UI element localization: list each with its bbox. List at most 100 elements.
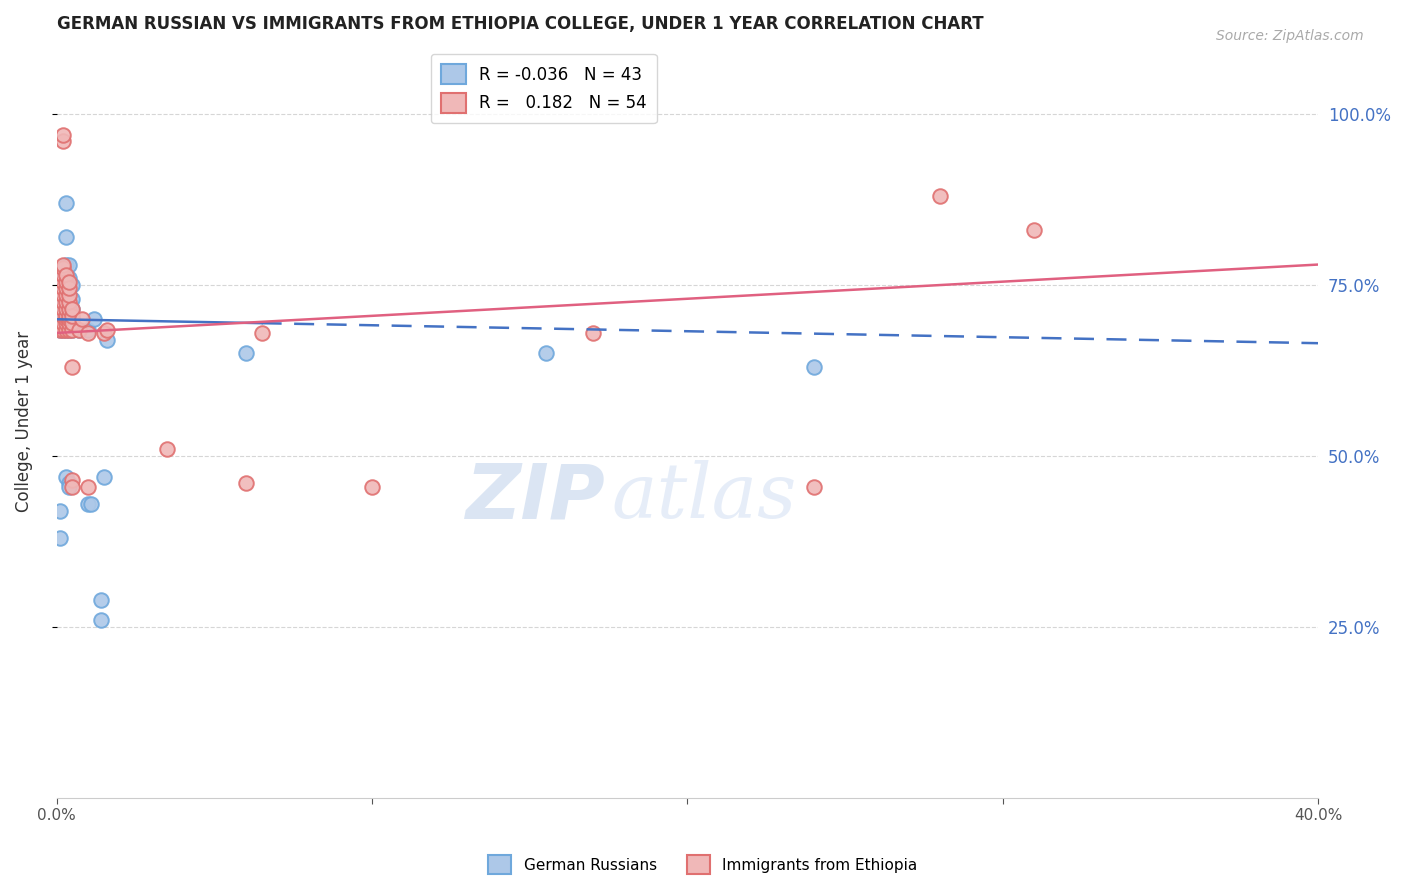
Point (52, 305, 75, 319)
Point (55, 196, 77, 211)
Point (55, 275, 77, 289)
Point (55, 288, 77, 302)
Point (58, 322, 80, 336)
Point (90, 592, 112, 607)
Text: atlas: atlas (612, 460, 797, 534)
Point (1024, 223, 1046, 237)
Point (55, 268, 77, 282)
Point (58, 480, 80, 494)
Point (55, 305, 77, 319)
Point (60, 309, 83, 323)
Point (55, 309, 77, 323)
Point (58, 319, 80, 334)
Point (235, 346, 257, 360)
Point (235, 476, 257, 491)
Point (60, 322, 83, 336)
Point (55, 316, 77, 330)
Point (52, 288, 75, 302)
Legend: German Russians, Immigrants from Ethiopia: German Russians, Immigrants from Ethiopi… (482, 849, 924, 880)
Point (60, 301, 83, 316)
Point (534, 346, 557, 360)
Point (52, 316, 75, 330)
Point (52, 316, 75, 330)
Point (52, 299, 75, 313)
Point (58, 258, 80, 272)
Point (52, 264, 75, 278)
Point (250, 326, 273, 340)
Point (55, 312, 77, 326)
Point (55, 309, 77, 323)
Point (58, 299, 80, 313)
Point (60, 322, 83, 336)
Point (55, 271, 77, 285)
Point (60, 316, 83, 330)
Point (55, 322, 77, 336)
Point (55, 469, 77, 483)
Point (60, 473, 83, 487)
Point (60, 292, 83, 306)
Point (58, 476, 80, 491)
Point (49, 504, 72, 518)
Point (77, 497, 100, 511)
Point (156, 442, 179, 457)
Point (58, 288, 80, 302)
Point (58, 316, 80, 330)
Point (58, 281, 80, 295)
Point (77, 480, 100, 494)
Point (60, 360, 83, 375)
Point (52, 309, 75, 323)
Point (52, 281, 75, 295)
Point (52, 278, 75, 293)
Point (49, 531, 72, 545)
Point (52, 135, 75, 149)
Point (58, 271, 80, 285)
Point (60, 480, 83, 494)
Legend: R = -0.036   N = 43, R =   0.182   N = 54: R = -0.036 N = 43, R = 0.182 N = 54 (430, 54, 657, 123)
Point (60, 301, 83, 316)
Point (80, 497, 103, 511)
Text: Source: ZipAtlas.com: Source: ZipAtlas.com (1216, 29, 1364, 44)
Point (60, 312, 83, 326)
Point (60, 278, 83, 293)
Point (55, 312, 77, 326)
Point (90, 613, 112, 627)
Point (55, 301, 77, 316)
Point (58, 301, 80, 316)
Point (58, 309, 80, 323)
Point (83, 312, 105, 326)
Point (55, 319, 77, 334)
Point (70, 312, 93, 326)
Point (96, 322, 118, 336)
Point (55, 292, 77, 306)
Point (52, 295, 75, 310)
Point (67, 322, 90, 336)
Point (93, 469, 115, 483)
Point (49, 322, 72, 336)
Point (49, 322, 72, 336)
Point (55, 299, 77, 313)
Point (55, 322, 77, 336)
Point (60, 316, 83, 330)
Point (361, 480, 384, 494)
Point (58, 316, 80, 330)
Text: ZIP: ZIP (465, 460, 606, 534)
Point (58, 312, 80, 326)
Point (55, 295, 77, 310)
Point (58, 292, 80, 306)
Point (52, 322, 75, 336)
Point (58, 275, 80, 289)
Point (58, 275, 80, 289)
Point (52, 260, 75, 275)
Point (803, 360, 825, 375)
Point (52, 275, 75, 289)
Point (55, 275, 77, 289)
Text: GERMAN RUSSIAN VS IMMIGRANTS FROM ETHIOPIA COLLEGE, UNDER 1 YEAR CORRELATION CHA: GERMAN RUSSIAN VS IMMIGRANTS FROM ETHIOP… (56, 15, 983, 33)
Point (96, 333, 118, 347)
Point (928, 189, 950, 203)
Point (58, 312, 80, 326)
Point (52, 258, 75, 272)
Point (55, 285, 77, 299)
Point (582, 326, 605, 340)
Y-axis label: College, Under 1 year: College, Under 1 year (15, 331, 32, 512)
Point (58, 322, 80, 336)
